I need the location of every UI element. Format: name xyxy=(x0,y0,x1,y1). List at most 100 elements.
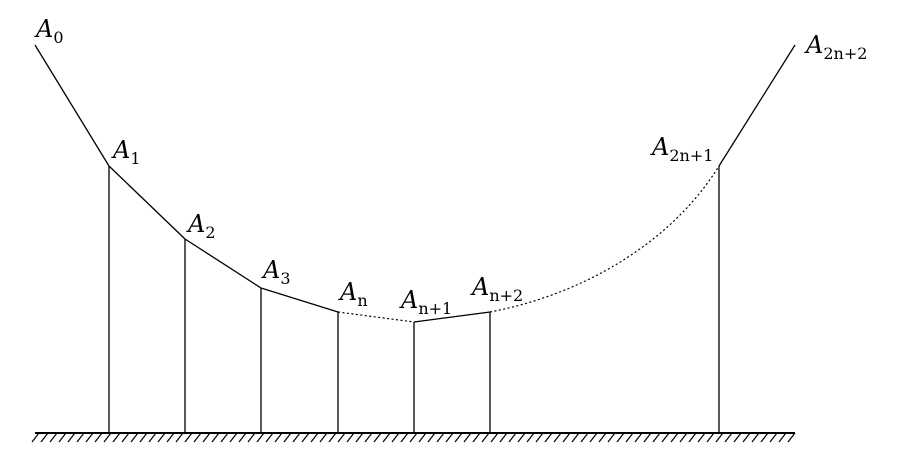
hatch-mark xyxy=(229,432,238,443)
hatch-mark xyxy=(598,432,607,443)
hatch-mark xyxy=(76,432,85,443)
hatch-mark xyxy=(184,432,193,443)
label-a0: A0 xyxy=(34,15,64,47)
hatch-mark xyxy=(373,432,382,443)
hatch-mark xyxy=(364,432,373,443)
hatch-mark xyxy=(67,432,76,443)
hatch-mark xyxy=(49,432,58,443)
hatch-mark xyxy=(661,432,670,443)
hatch-mark xyxy=(580,432,589,443)
hatch-mark xyxy=(490,432,499,443)
hatch-mark xyxy=(355,432,364,443)
hatch-mark xyxy=(526,432,535,443)
segment-a2n1-a2n2 xyxy=(718,44,796,167)
ground-hatching xyxy=(31,432,796,443)
hatch-mark xyxy=(517,432,526,443)
hatch-mark xyxy=(544,432,553,443)
hatch-mark xyxy=(148,432,157,443)
label-an2: An+2 xyxy=(470,273,523,305)
hatch-mark xyxy=(553,432,562,443)
hatch-mark xyxy=(463,432,472,443)
hatch-mark xyxy=(283,432,292,443)
ground xyxy=(31,432,796,443)
hatch-mark xyxy=(571,432,580,443)
hatch-mark xyxy=(787,432,796,443)
segment-an-an1-dotted xyxy=(337,311,415,323)
hatch-mark xyxy=(751,432,760,443)
hatch-mark xyxy=(706,432,715,443)
hatch-mark xyxy=(121,432,130,443)
segment-a3-an xyxy=(260,287,339,313)
hatch-mark xyxy=(337,432,346,443)
hatch-mark xyxy=(256,432,265,443)
hatch-mark xyxy=(292,432,301,443)
label-an1: An+1 xyxy=(399,286,452,318)
hatch-mark xyxy=(607,432,616,443)
hatch-mark xyxy=(58,432,67,443)
hatch-mark xyxy=(175,432,184,443)
chain xyxy=(34,44,796,323)
segment-a0-a1 xyxy=(34,44,110,167)
hatch-mark xyxy=(382,432,391,443)
segment-an1-an2 xyxy=(413,311,491,323)
hatch-mark xyxy=(418,432,427,443)
hatch-mark xyxy=(778,432,787,443)
hatch-mark xyxy=(400,432,409,443)
hatch-mark xyxy=(112,432,121,443)
hatch-mark xyxy=(166,432,175,443)
hatch-mark xyxy=(535,432,544,443)
label-a2n1: A2n+1 xyxy=(650,133,713,165)
hatch-mark xyxy=(193,432,202,443)
hatch-mark xyxy=(103,432,112,443)
hatch-mark xyxy=(391,432,400,443)
hatch-mark xyxy=(157,432,166,443)
hatch-mark xyxy=(472,432,481,443)
hatch-mark xyxy=(499,432,508,443)
hatch-mark xyxy=(454,432,463,443)
hatch-mark xyxy=(625,432,634,443)
hatch-mark xyxy=(265,432,274,443)
hatch-mark xyxy=(202,432,211,443)
hatch-mark xyxy=(643,432,652,443)
label-a2n2: A2n+2 xyxy=(804,31,867,63)
hatch-mark xyxy=(85,432,94,443)
hatch-mark xyxy=(94,432,103,443)
segment-an2-a2n1-dotted xyxy=(489,165,720,313)
label-a2: A2 xyxy=(186,210,216,242)
hatch-mark xyxy=(634,432,643,443)
hatch-mark xyxy=(733,432,742,443)
hatch-mark xyxy=(427,432,436,443)
hatch-mark xyxy=(562,432,571,443)
hatch-mark xyxy=(652,432,661,443)
hatch-mark xyxy=(301,432,310,443)
hatch-mark xyxy=(247,432,256,443)
hatch-mark xyxy=(616,432,625,443)
hatch-mark xyxy=(697,432,706,443)
label-an: An xyxy=(338,278,368,310)
hatch-mark xyxy=(679,432,688,443)
hatch-mark xyxy=(445,432,454,443)
hatch-mark xyxy=(769,432,778,443)
hatch-mark xyxy=(589,432,598,443)
hatch-mark xyxy=(724,432,733,443)
hatch-mark xyxy=(31,432,40,443)
hatch-mark xyxy=(346,432,355,443)
label-a1: A1 xyxy=(111,136,141,168)
hatch-mark xyxy=(742,432,751,443)
hatch-mark xyxy=(409,432,418,443)
segment-a2-a3 xyxy=(184,238,262,289)
hatch-mark xyxy=(688,432,697,443)
vertical-posts xyxy=(108,166,720,433)
point-labels: A0 A1 A2 A3 An An+1 An+2 A2n+1 A2n+2 xyxy=(34,15,867,318)
hatch-mark xyxy=(481,432,490,443)
hatch-mark xyxy=(139,432,148,443)
hatch-mark xyxy=(670,432,679,443)
hatch-mark xyxy=(211,432,220,443)
hatch-mark xyxy=(220,432,229,443)
hatch-mark xyxy=(40,432,49,443)
hatch-mark xyxy=(319,432,328,443)
hatch-mark xyxy=(760,432,769,443)
hatch-mark xyxy=(130,432,139,443)
hatch-mark xyxy=(328,432,337,443)
hatch-mark xyxy=(238,432,247,443)
